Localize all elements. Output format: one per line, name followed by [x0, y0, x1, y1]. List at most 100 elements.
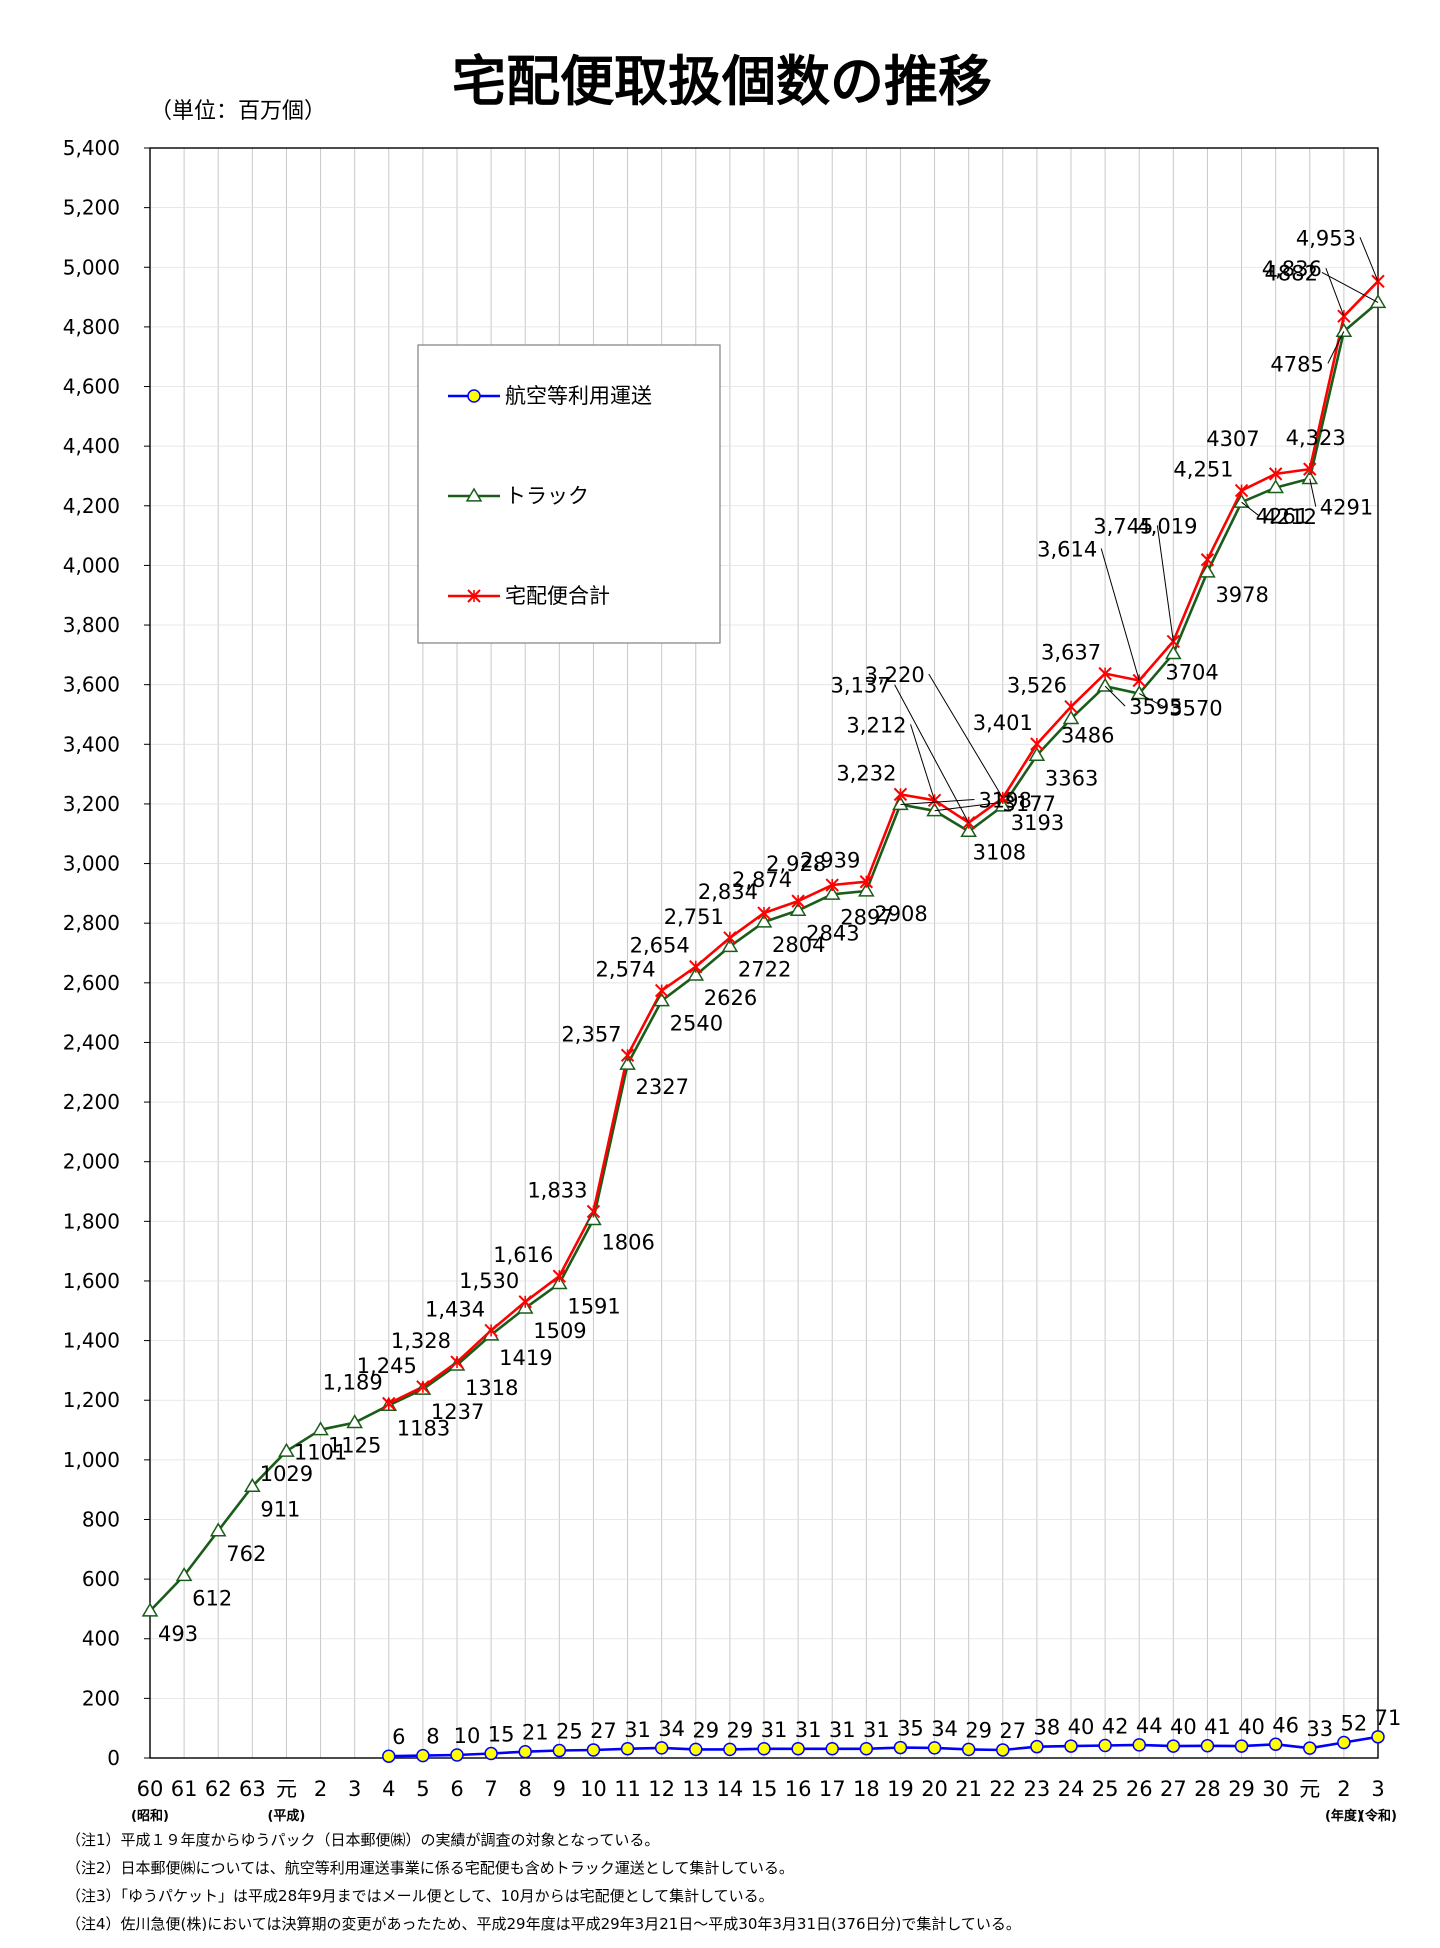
era-label: (年度): [1325, 1808, 1363, 1824]
marker-x: [552, 1269, 567, 1283]
data-label: 29: [727, 1718, 754, 1742]
marker-circle: [825, 1742, 839, 1756]
chart-title: 宅配便取扱個数の推移: [452, 50, 992, 113]
marker-x: [586, 1204, 601, 1219]
marker-circle: [1234, 1739, 1249, 1753]
data-label: 1101: [294, 1441, 347, 1465]
x-tick-label: 27: [1160, 1777, 1187, 1801]
data-label: 38: [1034, 1716, 1061, 1740]
data-label: 2,939: [800, 849, 860, 873]
marker-x: [825, 878, 839, 892]
leader-line: [1138, 693, 1166, 709]
x-tick-label: 6: [450, 1777, 463, 1801]
data-labels: 4936127629111029110111251183123713181419…: [158, 226, 1401, 1749]
leader-line: [900, 799, 975, 806]
data-label: 4291: [1320, 496, 1373, 520]
series-marks: [141, 274, 1387, 1763]
y-tick-label: 3,200: [63, 792, 120, 816]
data-label: 1318: [465, 1376, 518, 1400]
leader-line: [1325, 267, 1345, 317]
x-tick-label: 9: [553, 1777, 566, 1801]
marker-triangle: [960, 822, 977, 838]
data-label: 4785: [1270, 352, 1323, 376]
data-label: 2,928: [766, 852, 826, 876]
marker-triangle: [994, 797, 1012, 812]
leader-line: [910, 724, 936, 801]
legend-label: 宅配便合計: [505, 584, 610, 608]
y-tick-label: 3,000: [63, 852, 120, 876]
y-tick-label: 1,200: [63, 1388, 120, 1412]
data-label: 41: [1204, 1715, 1231, 1739]
marker-triangle: [278, 1442, 295, 1457]
data-label: 31: [624, 1718, 651, 1742]
data-label: 3978: [1215, 583, 1268, 607]
data-label: 1237: [431, 1400, 484, 1424]
data-label: 3108: [973, 840, 1026, 864]
leader-line: [1309, 478, 1317, 507]
data-label: 1,833: [527, 1178, 587, 1202]
x-tick-label: 3: [348, 1777, 361, 1801]
data-label: 27: [590, 1719, 617, 1743]
data-label: 71: [1375, 1706, 1402, 1730]
marker-x: [654, 983, 669, 998]
marker-triangle: [1096, 677, 1114, 692]
data-label: 3,212: [846, 713, 906, 737]
marker-circle: [1337, 1735, 1351, 1750]
data-label: 1,245: [357, 1354, 417, 1378]
marker-circle: [723, 1742, 737, 1757]
data-label: 1,616: [493, 1243, 553, 1267]
data-label: 8: [426, 1725, 439, 1749]
data-label: 6: [392, 1725, 405, 1749]
data-label: 911: [260, 1497, 300, 1521]
data-label: 31: [829, 1718, 856, 1742]
data-label: 2,654: [630, 934, 690, 958]
marker-triangle: [687, 966, 705, 981]
leader-line: [928, 673, 1004, 799]
data-label: 3193: [1011, 811, 1064, 835]
data-label: 40: [1068, 1715, 1095, 1739]
data-label: 21: [522, 1721, 549, 1745]
x-tick-label: 20: [921, 1777, 948, 1801]
data-label: 34: [931, 1717, 958, 1741]
marker-triangle: [465, 487, 483, 502]
x-tick-label: 17: [819, 1777, 846, 1801]
marker-circle: [467, 389, 481, 403]
marker-circle: [1303, 1741, 1317, 1755]
data-label: 2,751: [664, 905, 724, 929]
data-label: 31: [863, 1718, 890, 1742]
leader-line: [894, 684, 970, 823]
y-tick-label: 1,600: [63, 1269, 120, 1293]
data-label: 31: [761, 1718, 788, 1742]
x-tick-label: 10: [580, 1777, 607, 1801]
marker-x: [791, 894, 805, 908]
data-label: 2626: [704, 986, 757, 1010]
note-3: （注3）「ゆうパケット」は平成28年9月まではメール便として、10月からは宅配便…: [66, 1887, 774, 1905]
note-1: （注1）平成１９年度からゆうパック（日本郵便㈱）の実績が調査の対象となっている。: [66, 1831, 660, 1849]
x-tick-label: 61: [171, 1777, 198, 1801]
marker-circle: [552, 1743, 567, 1758]
data-label: 3595: [1129, 695, 1182, 719]
data-label: 762: [226, 1542, 266, 1566]
leader-line: [1321, 271, 1379, 303]
x-tick-label: 63: [239, 1777, 266, 1801]
leader-line: [1359, 237, 1379, 282]
marker-circle: [1371, 1730, 1385, 1744]
data-label: 4,323: [1286, 426, 1346, 450]
data-label: 1,434: [425, 1297, 485, 1321]
data-label: 34: [658, 1717, 685, 1741]
x-tick-label: 29: [1228, 1777, 1255, 1801]
x-tick-label: 15: [751, 1777, 778, 1801]
y-tick-label: 4,600: [63, 375, 120, 399]
marker-circle: [1132, 1738, 1146, 1752]
marker-triangle: [1335, 322, 1353, 338]
y-tick-label: 3,400: [63, 732, 120, 756]
marker-x: [1200, 553, 1215, 567]
x-tick-label: 12: [648, 1777, 675, 1801]
y-tick-label: 0: [107, 1746, 120, 1770]
x-tick-label: 7: [484, 1777, 497, 1801]
marker-circle: [1030, 1739, 1044, 1754]
y-tick-label: 1,800: [63, 1209, 120, 1233]
data-label: 15: [488, 1723, 515, 1747]
marker-triangle: [619, 1055, 636, 1070]
